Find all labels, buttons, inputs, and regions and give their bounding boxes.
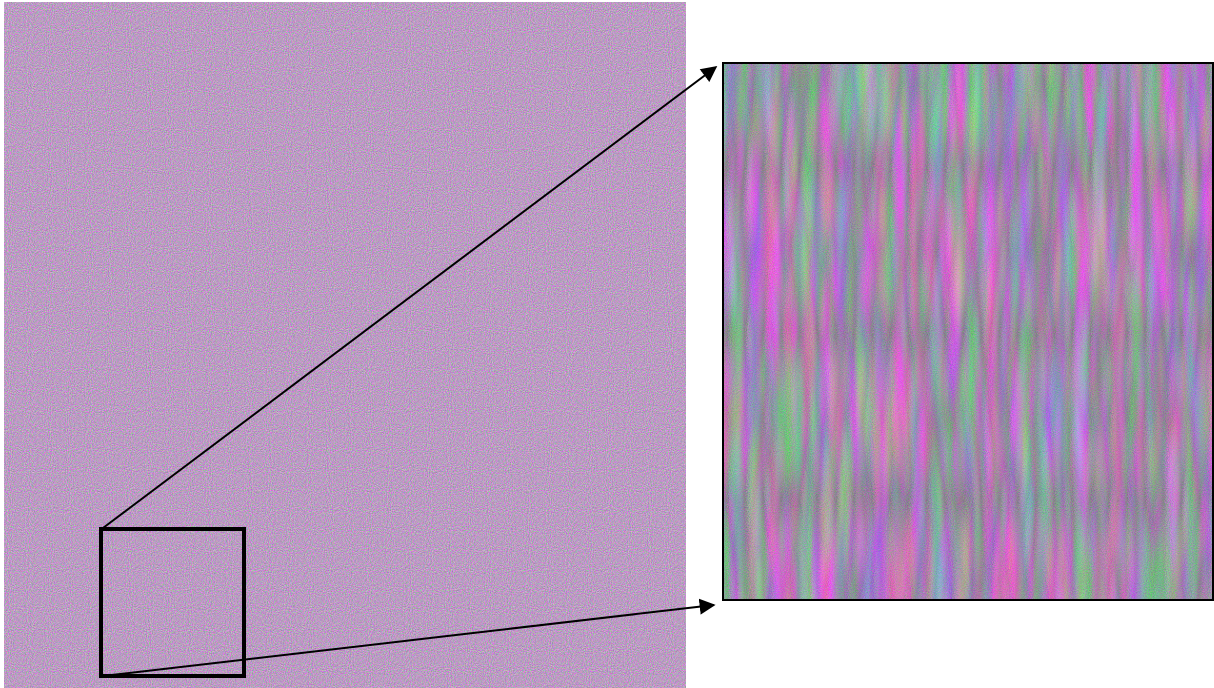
figure bbox=[0, 0, 1214, 688]
zoomed-inset bbox=[723, 63, 1213, 600]
page: (() => { const data = JSON.parse(documen… bbox=[0, 0, 1214, 688]
